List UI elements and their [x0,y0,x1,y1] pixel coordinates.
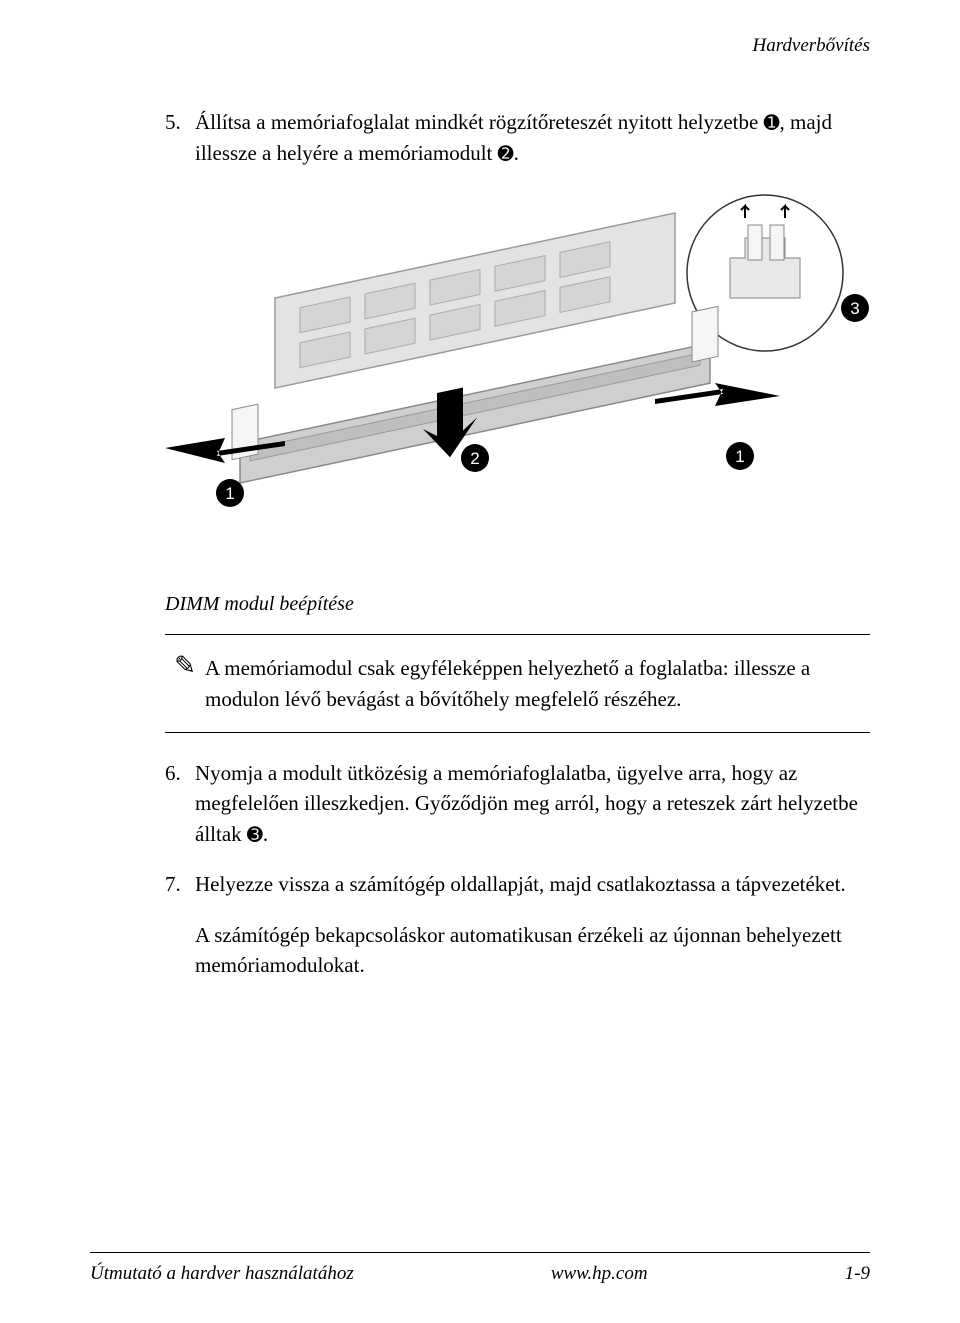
svg-text:2: 2 [470,449,479,468]
note-box: ✎ A memóriamodul csak egyféleképpen hely… [165,634,870,733]
svg-text:1: 1 [225,484,234,503]
footer-left: Útmutató a hardver használatához [90,1263,354,1285]
footer-right: 1-9 [845,1263,870,1285]
step-7: 7. Helyezze vissza a számítógép oldallap… [165,869,870,899]
step-7-number: 7. [165,869,195,899]
step-7-text: Helyezze vissza a számítógép oldallapját… [195,869,870,899]
note-icon: ✎ [165,653,205,714]
note-text: A memóriamodul csak egyféleképpen helyez… [205,653,870,714]
step-6-number: 6. [165,758,195,849]
step-5-text: Állítsa a memóriafoglalat mindkét rögzít… [195,107,870,168]
step-6: 6. Nyomja a modult ütközésig a memóriafo… [165,758,870,849]
step-5-ref2: ➋ [498,144,514,165]
step-6-text-b: . [263,822,268,846]
page-header: Hardverbővítés [120,35,870,57]
step-5-text-a: Állítsa a memóriafoglalat mindkét rögzít… [195,110,764,134]
step-5-text-c: . [514,141,519,165]
step-6-text: Nyomja a modult ütközésig a memóriafogla… [195,758,870,849]
figure-caption: DIMM modul beépítése [165,593,870,616]
dimm-install-figure: 3 [155,188,875,578]
section-title: Hardverbővítés [753,35,871,56]
closing-paragraph: A számítógép bekapcsoláskor automatikusa… [195,920,870,981]
footer-center: www.hp.com [551,1263,648,1285]
step-5-ref1: ➊ [764,113,780,134]
step-6-ref3: ➌ [247,825,263,846]
svg-text:3: 3 [850,299,859,318]
step-6-text-a: Nyomja a modult ütközésig a memóriafogla… [195,761,858,846]
svg-text:1: 1 [735,447,744,466]
step-5: 5. Állítsa a memóriafoglalat mindkét rög… [165,107,870,168]
step-5-number: 5. [165,107,195,168]
page-footer: Útmutató a hardver használatához www.hp.… [90,1252,870,1285]
